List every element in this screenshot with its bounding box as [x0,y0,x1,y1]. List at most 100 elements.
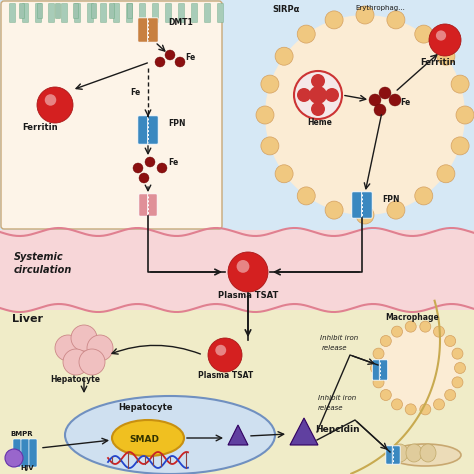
Circle shape [63,349,89,375]
Text: Inhibit iron: Inhibit iron [320,335,358,341]
FancyBboxPatch shape [88,3,93,22]
FancyBboxPatch shape [73,3,79,18]
Text: Erythrophag...: Erythrophag... [355,5,405,11]
Circle shape [434,399,445,410]
Polygon shape [228,425,248,445]
Circle shape [437,47,455,65]
FancyBboxPatch shape [22,3,28,22]
Circle shape [405,404,416,415]
Text: BMPR: BMPR [10,431,33,437]
Text: DMT1: DMT1 [168,18,193,27]
FancyBboxPatch shape [362,192,372,218]
Circle shape [155,57,165,67]
Circle shape [452,348,463,359]
FancyBboxPatch shape [372,360,381,380]
FancyBboxPatch shape [74,3,81,22]
Circle shape [387,11,405,29]
Circle shape [208,338,242,372]
FancyBboxPatch shape [191,3,198,22]
Circle shape [261,75,279,93]
Text: release: release [322,345,347,351]
FancyBboxPatch shape [147,18,158,42]
FancyBboxPatch shape [19,3,25,18]
Text: Fe: Fe [400,98,410,107]
Circle shape [256,106,274,124]
Circle shape [297,187,315,205]
Circle shape [456,106,474,124]
Circle shape [373,377,384,388]
Ellipse shape [65,396,275,474]
FancyBboxPatch shape [21,439,29,467]
FancyBboxPatch shape [139,3,146,22]
Circle shape [452,377,463,388]
Circle shape [265,15,465,215]
Text: Systemic: Systemic [14,252,64,262]
Circle shape [374,104,386,116]
Circle shape [165,50,175,60]
Text: Ferritin: Ferritin [420,58,456,67]
FancyBboxPatch shape [113,3,119,22]
Circle shape [71,325,97,351]
Circle shape [228,252,268,292]
Circle shape [87,335,113,361]
Circle shape [392,399,402,410]
Text: Macrophage: Macrophage [385,313,439,322]
Ellipse shape [420,444,436,462]
FancyBboxPatch shape [147,194,157,216]
FancyBboxPatch shape [62,3,67,22]
Circle shape [79,349,105,375]
FancyBboxPatch shape [55,3,61,18]
Ellipse shape [112,420,184,456]
Circle shape [5,449,23,467]
FancyBboxPatch shape [179,3,184,22]
FancyBboxPatch shape [29,439,37,467]
FancyBboxPatch shape [37,3,43,18]
Bar [0,230,474,310]
FancyBboxPatch shape [128,3,133,18]
FancyBboxPatch shape [9,3,16,22]
Text: Fe: Fe [185,53,195,62]
Circle shape [405,321,416,332]
Circle shape [275,165,293,183]
Circle shape [311,102,325,116]
Circle shape [297,88,311,102]
Ellipse shape [406,444,422,462]
Circle shape [45,94,56,106]
Circle shape [437,165,455,183]
Text: Liver: Liver [12,314,43,324]
Circle shape [369,94,381,106]
Circle shape [420,321,431,332]
Text: SIRPα: SIRPα [272,5,300,14]
Circle shape [380,390,392,401]
Circle shape [392,326,402,337]
FancyBboxPatch shape [127,3,133,22]
FancyBboxPatch shape [100,3,107,22]
FancyBboxPatch shape [48,3,55,22]
Circle shape [157,163,167,173]
Circle shape [415,187,433,205]
Circle shape [379,87,391,99]
FancyBboxPatch shape [36,3,42,22]
Circle shape [356,206,374,224]
Text: Fe: Fe [130,88,140,97]
FancyBboxPatch shape [147,116,158,144]
FancyBboxPatch shape [91,3,97,18]
Circle shape [275,47,293,65]
Circle shape [311,74,325,88]
Text: Plasma TSAT: Plasma TSAT [198,371,253,380]
Circle shape [436,30,446,41]
Circle shape [420,404,431,415]
FancyBboxPatch shape [138,116,148,144]
Circle shape [371,363,382,374]
FancyBboxPatch shape [386,446,394,464]
FancyBboxPatch shape [352,192,363,218]
Polygon shape [290,418,318,445]
Circle shape [309,86,327,104]
Text: Ferritin: Ferritin [22,123,58,132]
Circle shape [451,75,469,93]
Text: Inhibit iron: Inhibit iron [318,395,356,401]
Circle shape [455,363,465,374]
FancyBboxPatch shape [218,3,224,22]
Bar [0,0,474,230]
Text: FPN: FPN [168,119,185,128]
